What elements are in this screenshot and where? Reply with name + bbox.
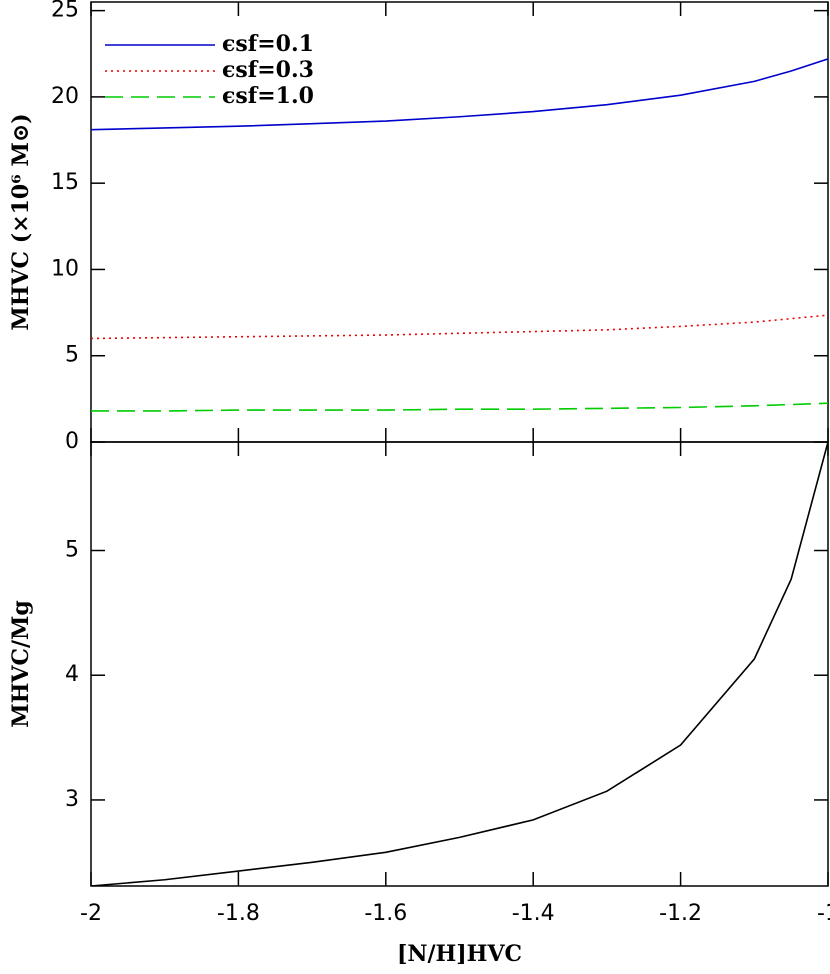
plot-frame — [90, 441, 829, 887]
plot-frame — [90, 1, 829, 443]
y-axis-label: MHVC (×10⁶ M⊙) — [8, 113, 34, 330]
y-tick-label: 0 — [65, 429, 79, 454]
y-tick-label: 25 — [51, 0, 79, 23]
series-line — [91, 314, 828, 340]
series-line — [91, 402, 828, 412]
legend-label: ϵsf=0.3 — [222, 57, 314, 83]
x-tick-label: -1.6 — [364, 901, 407, 926]
y-tick-label: 20 — [51, 84, 79, 109]
y-tick-label: 15 — [51, 170, 79, 195]
y-tick-label: 3 — [65, 787, 79, 812]
x-axis-label: [N/H]HVC — [397, 941, 522, 967]
y-axis-label: MHVC/Mg — [8, 600, 34, 728]
x-tick-label: -1 — [817, 901, 830, 926]
x-tick-label: -1.8 — [217, 901, 260, 926]
series-line — [91, 58, 828, 131]
x-tick-label: -2 — [80, 901, 102, 926]
series-line — [91, 442, 828, 886]
x-tick-label: -1.4 — [512, 901, 555, 926]
x-tick-label: -1.2 — [659, 901, 702, 926]
legend-label: ϵsf=1.0 — [222, 83, 314, 109]
y-tick-label: 4 — [65, 662, 79, 687]
y-tick-label: 5 — [65, 538, 79, 563]
legend-label: ϵsf=0.1 — [222, 31, 314, 57]
y-tick-label: 5 — [65, 343, 79, 368]
y-tick-label: 10 — [51, 256, 79, 281]
